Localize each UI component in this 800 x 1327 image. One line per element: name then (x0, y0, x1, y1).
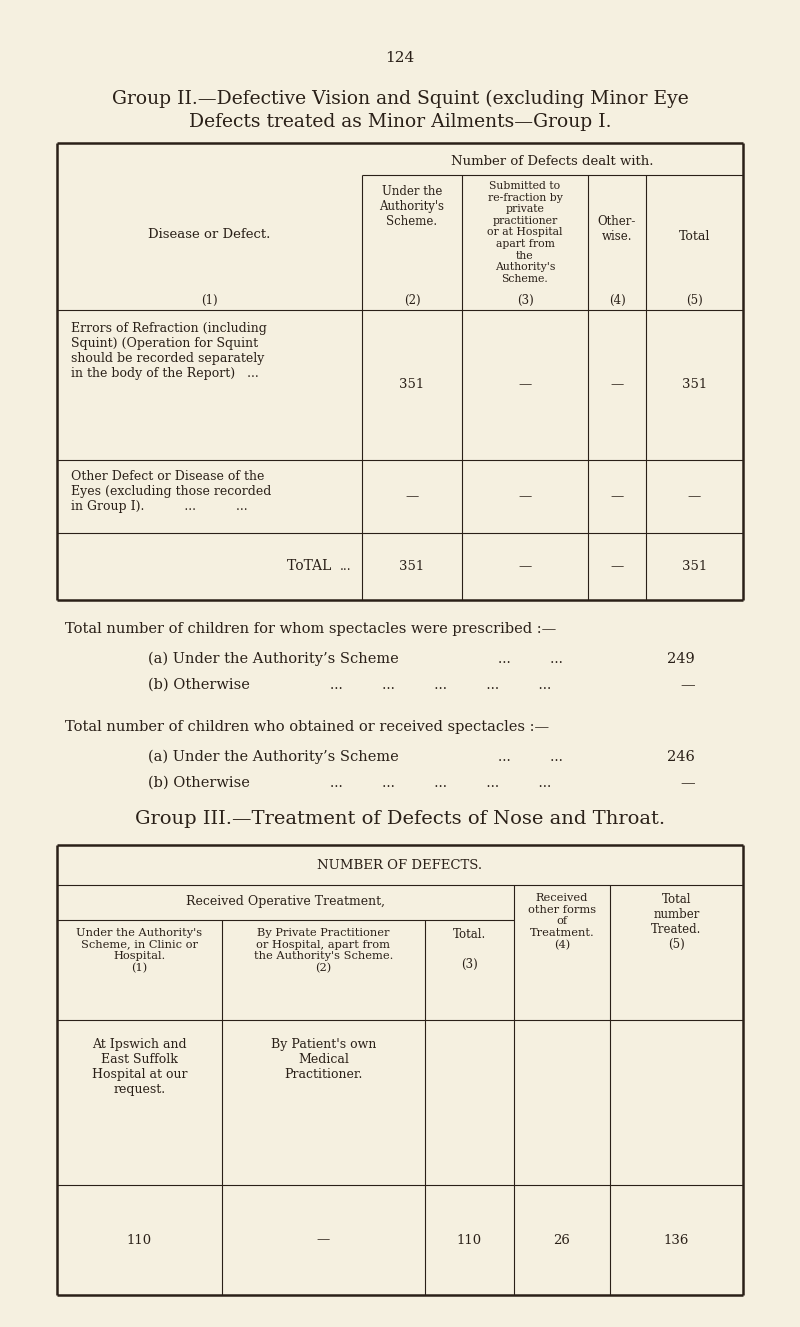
Text: —: — (680, 678, 695, 691)
Text: Other Defect or Disease of the
Eyes (excluding those recorded
in Group I).      : Other Defect or Disease of the Eyes (exc… (71, 470, 271, 514)
Text: 351: 351 (399, 378, 425, 391)
Text: ...         ...: ... ... (498, 750, 563, 764)
Text: Total: Total (679, 230, 710, 243)
Text: (3): (3) (517, 293, 534, 307)
Text: (a) Under the Authority’s Scheme: (a) Under the Authority’s Scheme (148, 652, 398, 666)
Text: 246: 246 (667, 750, 695, 764)
Text: ...         ...         ...         ...         ...: ... ... ... ... ... (330, 678, 551, 691)
Text: —: — (406, 490, 418, 503)
Text: Group II.—Defective Vision and Squint (excluding Minor Eye: Group II.—Defective Vision and Squint (e… (112, 90, 688, 109)
Text: 124: 124 (386, 50, 414, 65)
Text: —: — (688, 490, 701, 503)
Text: Total
number
Treated.
(5): Total number Treated. (5) (651, 893, 702, 951)
Text: Disease or Defect.: Disease or Defect. (148, 228, 270, 242)
Text: (5): (5) (686, 293, 703, 307)
Text: —: — (317, 1234, 330, 1246)
Text: —: — (680, 776, 695, 790)
Text: Under the Authority's
Scheme, in Clinic or
Hospital.
(1): Under the Authority's Scheme, in Clinic … (77, 928, 202, 973)
Text: Defects treated as Minor Ailments—Group I.: Defects treated as Minor Ailments—Group … (189, 113, 611, 131)
Text: 110: 110 (457, 1234, 482, 1246)
Text: Total.

(3): Total. (3) (453, 928, 486, 971)
Text: Number of Defects dealt with.: Number of Defects dealt with. (451, 155, 654, 169)
Text: ...: ... (340, 560, 352, 573)
Text: Total number of children who obtained or received spectacles :—: Total number of children who obtained or… (65, 721, 549, 734)
Text: TᴏTAL: TᴏTAL (286, 560, 332, 573)
Text: —: — (610, 560, 624, 573)
Text: 351: 351 (682, 378, 707, 391)
Text: —: — (518, 378, 532, 391)
Text: Received
other forms
of
Treatment.
(4): Received other forms of Treatment. (4) (528, 893, 596, 950)
Text: ...         ...         ...         ...         ...: ... ... ... ... ... (330, 776, 551, 790)
Text: Under the
Authority's
Scheme.: Under the Authority's Scheme. (379, 184, 445, 228)
Text: 136: 136 (664, 1234, 689, 1246)
Text: (a) Under the Authority’s Scheme: (a) Under the Authority’s Scheme (148, 750, 398, 764)
Text: By Private Practitioner
or Hospital, apart from
the Authority's Scheme.
(2): By Private Practitioner or Hospital, apa… (254, 928, 393, 973)
Text: (b) Otherwise: (b) Otherwise (148, 776, 250, 790)
Text: —: — (518, 490, 532, 503)
Text: Submitted to
re-fraction by
private
practitioner
or at Hospital
apart from
the
A: Submitted to re-fraction by private prac… (487, 180, 562, 284)
Text: ...         ...: ... ... (498, 652, 563, 666)
Text: —: — (610, 378, 624, 391)
Text: 26: 26 (554, 1234, 570, 1246)
Text: —: — (518, 560, 532, 573)
Text: (1): (1) (201, 293, 218, 307)
Text: —: — (610, 490, 624, 503)
Text: Errors of Refraction (including
Squint) (Operation for Squint
should be recorded: Errors of Refraction (including Squint) … (71, 322, 267, 380)
Text: 249: 249 (667, 652, 695, 666)
Text: 351: 351 (682, 560, 707, 573)
Text: NUMBER OF DEFECTS.: NUMBER OF DEFECTS. (318, 859, 482, 872)
Text: (b) Otherwise: (b) Otherwise (148, 678, 250, 691)
Text: (4): (4) (609, 293, 626, 307)
Text: (2): (2) (404, 293, 420, 307)
Text: Group III.—Treatment of Defects of Nose and Throat.: Group III.—Treatment of Defects of Nose … (135, 809, 665, 828)
Text: Total number of children for whom spectacles were prescribed :—: Total number of children for whom specta… (65, 622, 556, 636)
Text: Other-
wise.: Other- wise. (598, 215, 636, 243)
Text: Received Operative Treatment,: Received Operative Treatment, (186, 894, 385, 908)
Text: By Patient's own
Medical
Practitioner.: By Patient's own Medical Practitioner. (271, 1038, 376, 1082)
Text: 351: 351 (399, 560, 425, 573)
Text: 110: 110 (127, 1234, 152, 1246)
Text: At Ipswich and
East Suffolk
Hospital at our
request.: At Ipswich and East Suffolk Hospital at … (92, 1038, 187, 1096)
